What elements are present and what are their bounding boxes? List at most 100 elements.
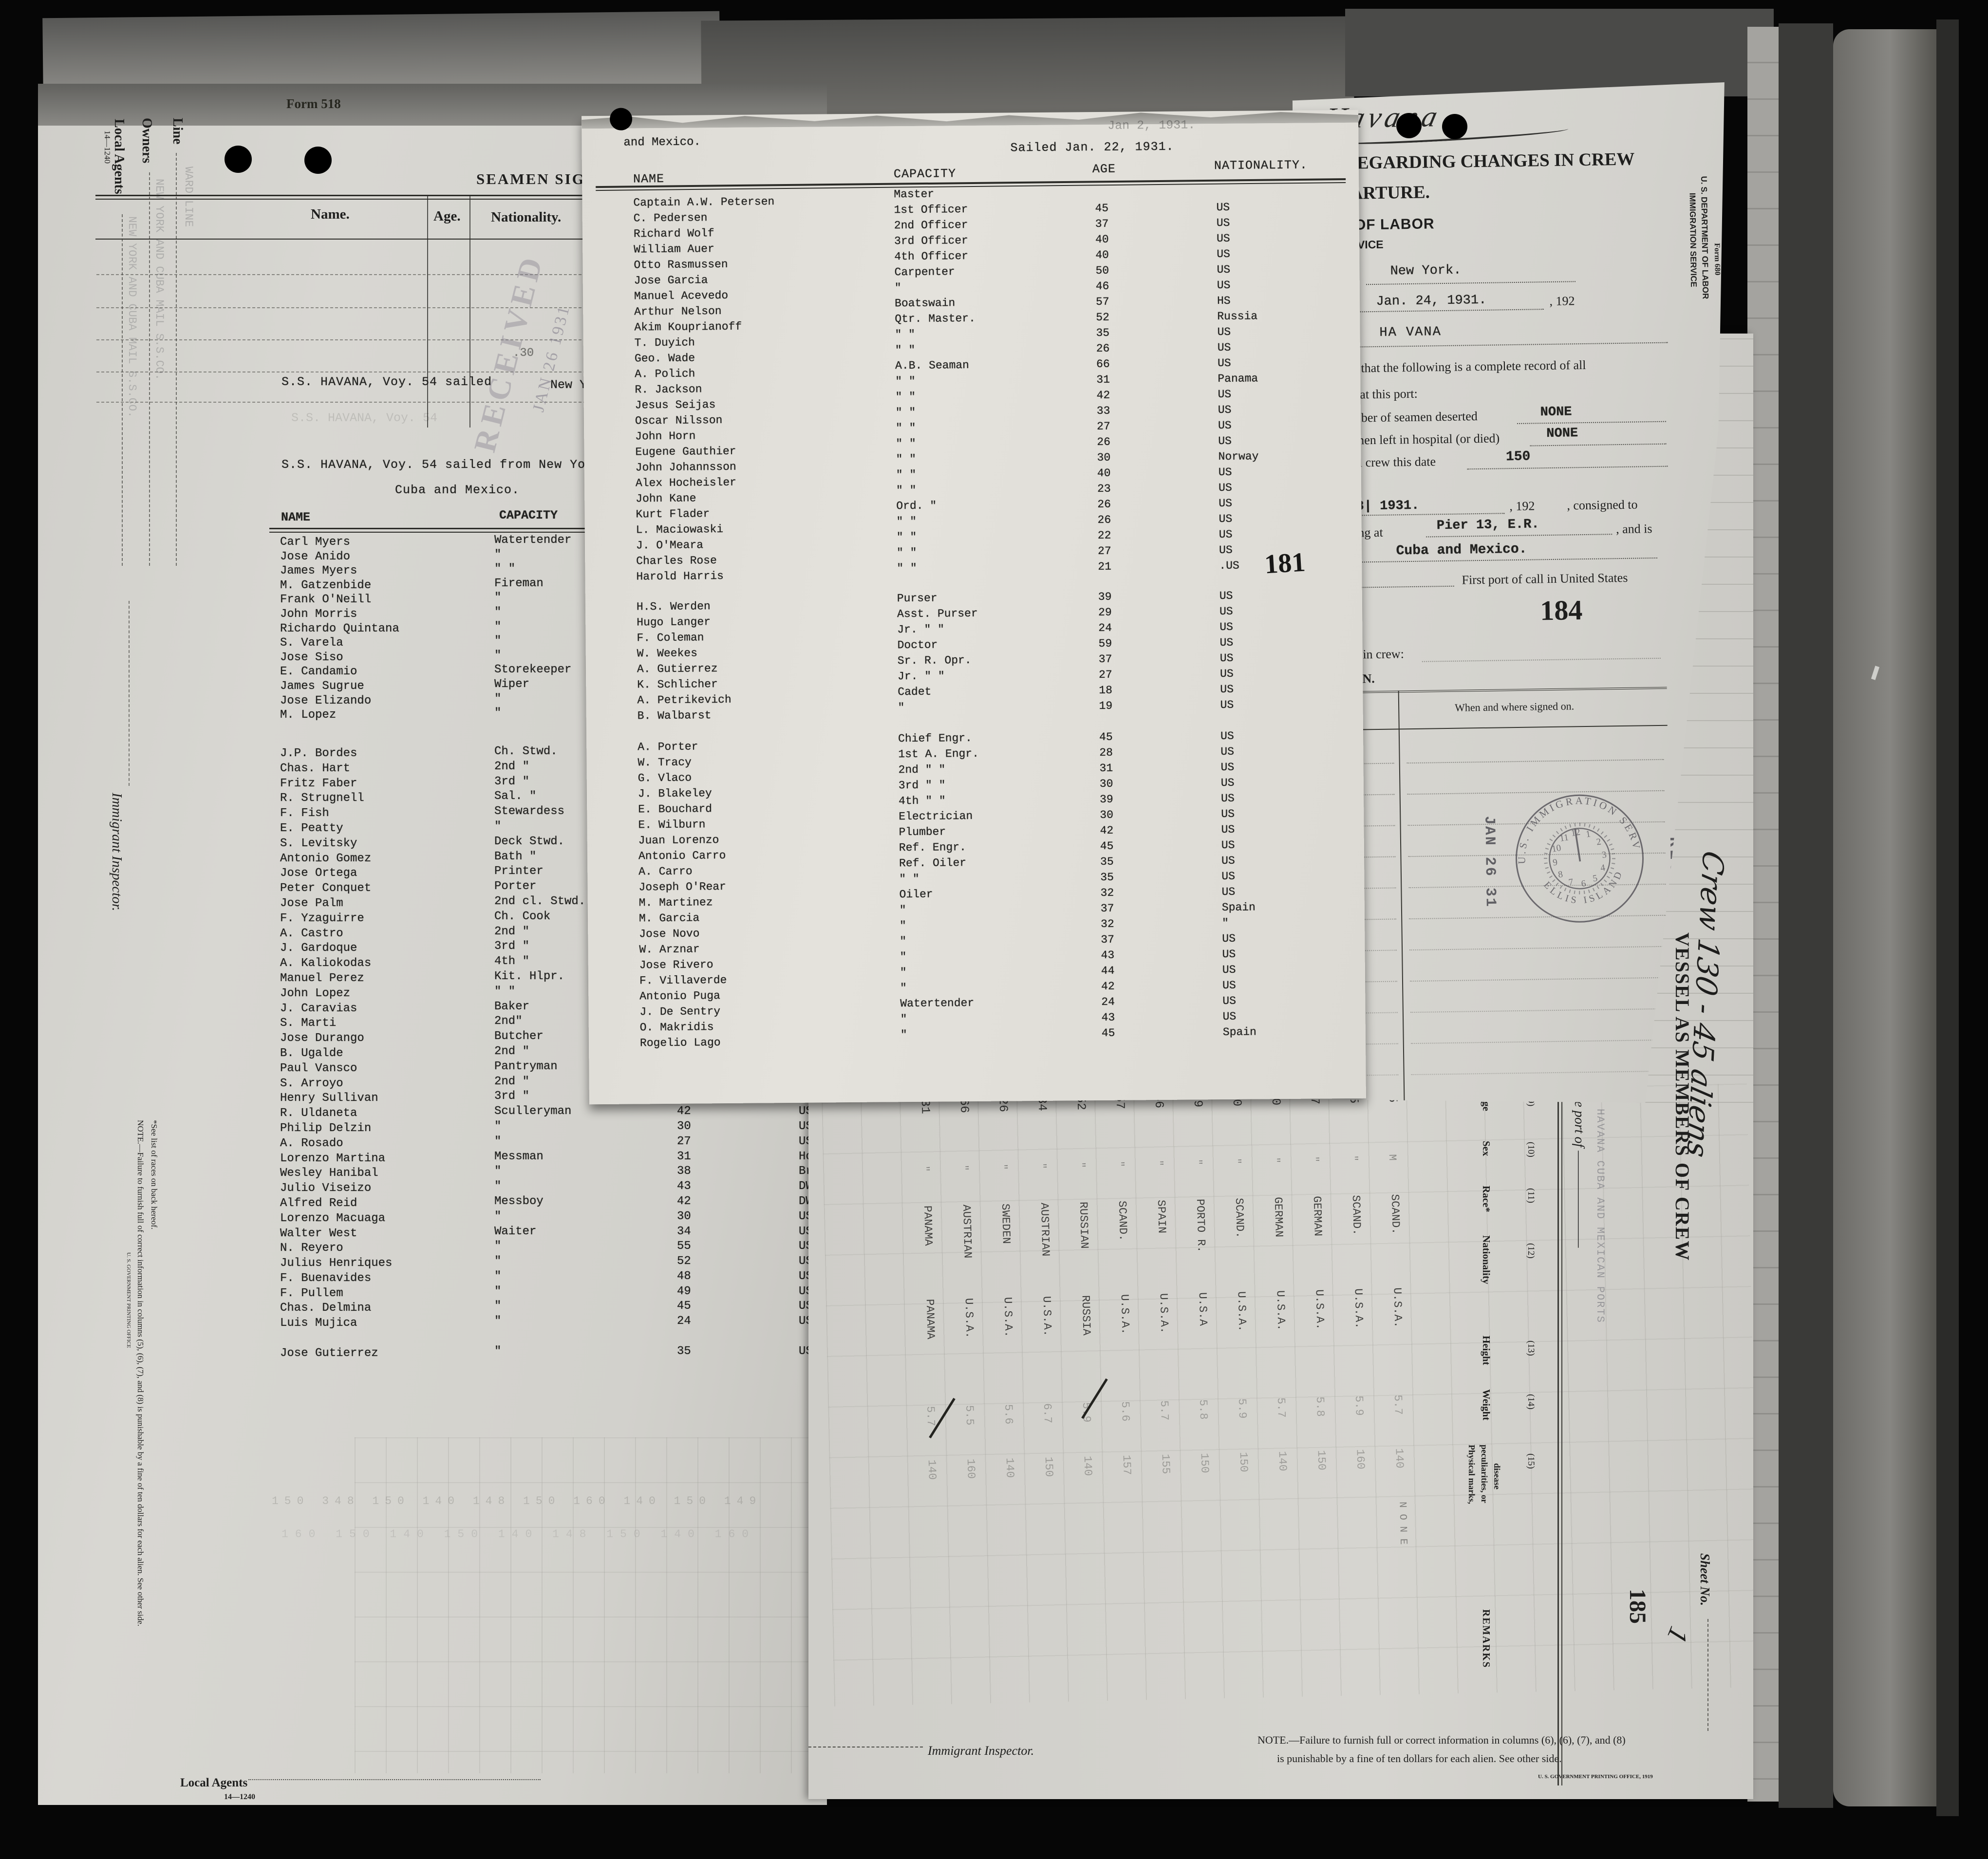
crew-name: F. Fish bbox=[280, 807, 329, 820]
crew-name: S. Levitsky bbox=[280, 837, 357, 850]
crew-nationality: US bbox=[1216, 201, 1230, 214]
crew-age: 45 bbox=[1100, 839, 1114, 853]
crew-capacity: Sr. R. Opr. bbox=[897, 654, 972, 668]
crew-age: 40 bbox=[1095, 233, 1109, 246]
crew-name: T. Duyich bbox=[634, 336, 695, 350]
crew-row: Jose Anido " bbox=[280, 548, 827, 565]
crew-name: E. Bouchard bbox=[638, 802, 713, 816]
rotated-sex: " bbox=[1152, 1159, 1165, 1167]
crew-nationality: Spain bbox=[1222, 1025, 1257, 1039]
crew-name: Lorenzo Martina bbox=[280, 1152, 386, 1165]
crew-capacity: " bbox=[494, 605, 502, 619]
crew-name: John Morris bbox=[280, 607, 357, 621]
crew-capacity: " " bbox=[896, 452, 917, 466]
crew-name: Jose Garcia bbox=[634, 274, 708, 287]
tbl-row-line bbox=[1411, 1071, 1669, 1075]
ss-fill bbox=[1347, 342, 1668, 348]
rotated-height: 5.7 bbox=[1391, 1394, 1405, 1415]
crew-capacity: " bbox=[494, 548, 502, 561]
list-header-capacity: CAPACITY bbox=[499, 508, 558, 522]
rotated-height: 6.7 bbox=[1041, 1403, 1054, 1424]
crew-name: Juan Lorenzo bbox=[638, 834, 719, 847]
crew-capacity: " " bbox=[896, 483, 917, 497]
crew-capacity: 3rd Officer bbox=[894, 234, 969, 248]
empty-row-line bbox=[96, 402, 586, 403]
crew-capacity: Asst. Purser bbox=[897, 607, 978, 621]
crew-age: 52 bbox=[677, 1255, 691, 1268]
crew-capacity: " " bbox=[896, 530, 917, 544]
crew-age: 32 bbox=[1101, 917, 1114, 930]
rotated-sex: " bbox=[1113, 1160, 1126, 1168]
crew-age: 45 bbox=[677, 1300, 691, 1313]
crew-name: E. Wilburn bbox=[638, 818, 706, 832]
rotated-nationality: U.S.A. bbox=[1274, 1290, 1288, 1331]
crew-name: Chas. Delmina bbox=[280, 1301, 372, 1315]
svg-text:2: 2 bbox=[1595, 837, 1602, 847]
crew-age: 28 bbox=[1099, 746, 1113, 759]
rotated-sex: " bbox=[1074, 1161, 1087, 1169]
staff-crew-list: H.S. Werden Purser 39 US Hugo Langer Ass… bbox=[634, 590, 1346, 725]
crew-row: J.P. Bordes Ch. Stwd. bbox=[280, 745, 827, 762]
crew-row: Jose Palm 2nd cl. Stwd. bbox=[280, 895, 827, 912]
crew-capacity: " " bbox=[896, 437, 916, 450]
crew-capacity: " bbox=[900, 935, 907, 948]
rotated-sex: " bbox=[1269, 1157, 1282, 1164]
punch-hole bbox=[225, 146, 252, 173]
crew-name: James Sugrue bbox=[280, 679, 364, 693]
svg-text:8: 8 bbox=[1557, 869, 1564, 880]
crew-age: 35 bbox=[677, 1345, 691, 1358]
crew-nationality: US bbox=[1221, 885, 1236, 899]
crew-capacity: " bbox=[494, 1315, 502, 1328]
rotated-nationality: U.S.A. bbox=[962, 1298, 976, 1338]
crew-nationality: US bbox=[1217, 341, 1231, 354]
col11-label: Race* bbox=[1481, 1186, 1492, 1212]
crew-capacity: " " bbox=[895, 374, 916, 388]
crew-nationality: US bbox=[1222, 979, 1236, 992]
crew-name: W. Weekes bbox=[637, 647, 698, 660]
crew-name: R. Uldaneta bbox=[280, 1107, 357, 1120]
crew-nationality: US bbox=[1218, 403, 1232, 417]
crew-nationality: " bbox=[1222, 916, 1229, 930]
right-stack-dark-gap bbox=[1779, 23, 1833, 1808]
crew-capacity: Sal. " bbox=[494, 790, 537, 803]
crew-capacity: Storekeeper bbox=[494, 663, 572, 677]
crew-capacity: " bbox=[494, 1284, 502, 1298]
crew-name: A. Castro bbox=[280, 927, 343, 940]
crew-row: E. Peatty " bbox=[280, 820, 827, 837]
crew-nationality: US bbox=[1222, 948, 1236, 961]
crew-capacity: Watertender bbox=[494, 534, 572, 547]
crew-capacity: 4th " " bbox=[899, 794, 946, 808]
svg-text:10: 10 bbox=[1551, 843, 1562, 855]
crew-nationality: US bbox=[1217, 247, 1231, 261]
crew-name: Jose Rivero bbox=[639, 958, 713, 972]
crew-nationality: US bbox=[1222, 963, 1236, 977]
rotated-height: 5.6 bbox=[1002, 1404, 1015, 1425]
crew-capacity: Doctor bbox=[897, 638, 938, 652]
pier-value: Pier 13, E.R. bbox=[1436, 517, 1539, 534]
page-stamp-184: 184 bbox=[1539, 594, 1583, 627]
crew-age: 35 bbox=[1100, 855, 1114, 868]
changes-fill bbox=[1422, 658, 1661, 662]
crew-capacity: Porter bbox=[494, 880, 537, 893]
crew-age: 27 bbox=[1096, 420, 1110, 433]
crew-capacity: Ref. Oiler bbox=[899, 856, 967, 870]
crew-name: Jose Elizando bbox=[280, 694, 372, 707]
rotated-race: PANAMA bbox=[921, 1205, 935, 1246]
crew-capacity: 2nd " " bbox=[898, 763, 946, 777]
rotated-nationality: U.S.A bbox=[1196, 1292, 1210, 1326]
col15-label-line1: Physical marks, bbox=[1467, 1445, 1477, 1505]
crew-age: 39 bbox=[1100, 793, 1113, 806]
crew-nationality: HS bbox=[1217, 294, 1231, 308]
crew-capacity: " bbox=[494, 1269, 502, 1283]
crew-age: 42 bbox=[677, 1105, 691, 1118]
col14-label: Weight bbox=[1481, 1389, 1492, 1421]
crew-capacity: " " bbox=[899, 872, 919, 886]
crew-capacity: " bbox=[899, 904, 906, 917]
rotated-nationality: PANAMA bbox=[923, 1299, 937, 1339]
rotated-weight: 140 bbox=[1392, 1448, 1406, 1469]
crew-row: James Myers " " bbox=[280, 562, 827, 579]
crew-nationality: US bbox=[1222, 1010, 1237, 1023]
crew-row: A. Castro 2nd " bbox=[280, 925, 827, 942]
crew-name: L. Maciowaski bbox=[636, 523, 724, 537]
crew-capacity: " bbox=[494, 1209, 502, 1223]
